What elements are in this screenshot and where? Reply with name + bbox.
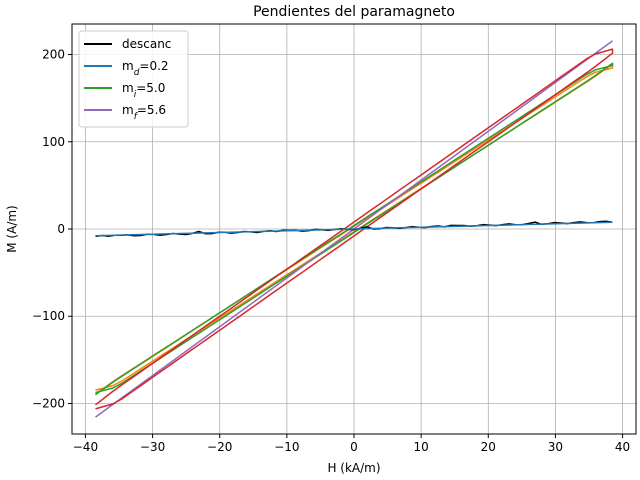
y-tick-label: −100 (32, 309, 65, 323)
x-tick-label: 20 (481, 440, 496, 454)
x-tick-label: 10 (414, 440, 429, 454)
legend-entry: mi=5.0 (122, 81, 165, 100)
y-axis-label: M (A/m) (5, 205, 19, 252)
y-tick-label: −200 (32, 396, 65, 410)
x-tick-label: −20 (207, 440, 232, 454)
chart-title: Pendientes del paramagneto (253, 4, 455, 20)
x-tick-label: 40 (615, 440, 630, 454)
x-tick-label: −30 (140, 440, 165, 454)
legend-box (78, 30, 189, 128)
series-line (95, 48, 614, 410)
legend-entry: md=0.2 (122, 59, 169, 78)
legend-entry: descanc (122, 37, 171, 51)
legend: descanc md=0.2 mi=5.0 mf=5.6 (78, 30, 189, 128)
y-tick-label: 100 (42, 135, 65, 149)
x-tick-label: −40 (73, 440, 98, 454)
x-tick-label: −10 (274, 440, 299, 454)
legend-entry: mf=5.6 (122, 103, 166, 122)
grid (72, 24, 636, 434)
y-tick-label: 200 (42, 48, 65, 62)
series-line (95, 221, 613, 237)
x-tick-label: 30 (548, 440, 563, 454)
x-axis-label: H (kA/m) (327, 461, 380, 475)
y-tick-label: 0 (57, 222, 65, 236)
series-group (95, 40, 614, 418)
x-tick-label: 0 (350, 440, 358, 454)
